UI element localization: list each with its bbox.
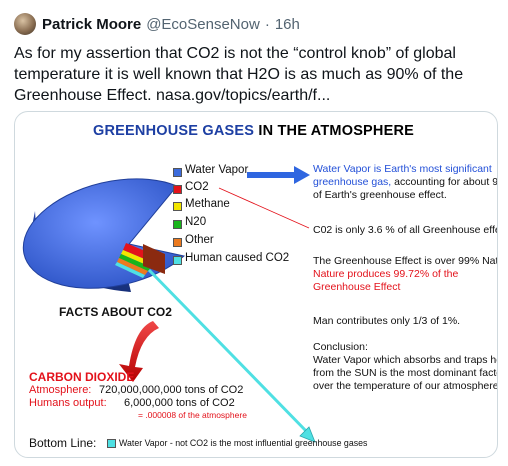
author-handle[interactable]: @EcoSenseNow <box>146 15 260 33</box>
legend-swatch <box>173 168 182 177</box>
legend-label: Human caused CO2 <box>185 252 290 264</box>
greenhouse-infographic: GREENHOUSE GASES IN THE ATMOSPHERE Water… <box>19 116 497 453</box>
legend-swatch <box>173 220 182 229</box>
title-part1: GREENHOUSE GASES <box>93 123 255 139</box>
conclusion-line3: over the temperature of our atmosphere. <box>313 380 498 392</box>
header-separator: · <box>264 15 270 33</box>
legend-label: Other <box>185 234 214 246</box>
legend-swatch <box>173 256 182 265</box>
water-vapor-line2a: greenhouse gas, <box>313 176 392 188</box>
natural-line3: Greenhouse Effect <box>313 281 401 293</box>
legend-label: CO2 <box>185 181 209 193</box>
tweet-text: As for my assertion that CO2 is not the … <box>14 45 464 104</box>
co2-share: C02 is only 3.6 % of all Greenhouse effe… <box>313 224 498 236</box>
natural-line1: The Greenhouse Effect is over 99% Natura… <box>313 255 498 267</box>
fraction-note: = .000008 of the atmosphere <box>138 410 247 420</box>
man-contribution: Man contributes only 1/3 of 1%. <box>313 315 461 327</box>
legend-label: Water Vapor <box>185 164 249 176</box>
bottom-line-swatch <box>107 439 116 448</box>
atmosphere-value: 720,000,000,000 tons of CO2 <box>99 384 244 396</box>
co2-pointer-line <box>218 187 310 229</box>
cyan-arrow-line <box>147 268 311 436</box>
legend-label: Methane <box>185 198 230 210</box>
humans-value: 6,000,000 tons of CO2 <box>124 397 235 409</box>
bottom-line-label: Bottom Line: <box>29 436 97 450</box>
tweet-time[interactable]: 16h <box>274 15 300 33</box>
water-vapor-line2b: accounting for about 95% <box>394 176 498 188</box>
infographic-title: GREENHOUSE GASES IN THE ATMOSPHERE <box>93 123 414 139</box>
water-vapor-line1: Water Vapor is Earth's most significant <box>313 163 492 175</box>
carbon-dioxide-heading: CARBON DIOXIDE <box>29 370 135 384</box>
blue-arrow <box>247 166 310 184</box>
conclusion-line1: Water Vapor which absorbs and traps heat <box>313 354 498 366</box>
legend-swatch <box>173 202 182 211</box>
water-vapor-line2: greenhouse gas, accounting for about 95% <box>313 176 498 190</box>
red-curved-arrow <box>119 321 159 382</box>
conclusion-line2: from the SUN is the most dominant factor <box>313 367 498 379</box>
conclusion-head: Conclusion: <box>313 341 368 353</box>
atmosphere-label: Atmosphere: <box>29 384 92 396</box>
tweet-media[interactable]: GREENHOUSE GASES IN THE ATMOSPHERE Water… <box>14 111 498 458</box>
slice-other <box>117 258 148 275</box>
legend-swatch <box>173 238 182 247</box>
humans-label: Humans output: <box>29 397 107 409</box>
slice-n20 <box>119 254 151 271</box>
legend-swatch <box>173 185 182 194</box>
slice-block <box>143 244 165 274</box>
author-name[interactable]: Patrick Moore <box>42 15 142 33</box>
natural-line2: Nature produces 99.72% of the <box>313 268 459 280</box>
title-part2: IN THE ATMOSPHERE <box>258 123 415 139</box>
legend-label: N20 <box>185 216 207 228</box>
cyan-arrow-head <box>299 426 316 443</box>
pie-chart <box>22 178 186 292</box>
infographic-graphics <box>22 166 316 443</box>
slice-human-co2 <box>115 262 145 278</box>
pie-small-slices <box>115 243 165 278</box>
avatar[interactable] <box>14 13 36 35</box>
bottom-line-text: Water Vapor - not CO2 is the most influe… <box>119 438 368 448</box>
tweet-header: Patrick Moore @EcoSenseNow · 16h <box>14 12 300 36</box>
water-vapor-line3: of Earth's greenhouse effect. <box>313 189 447 201</box>
facts-title: FACTS ABOUT CO2 <box>59 305 172 319</box>
